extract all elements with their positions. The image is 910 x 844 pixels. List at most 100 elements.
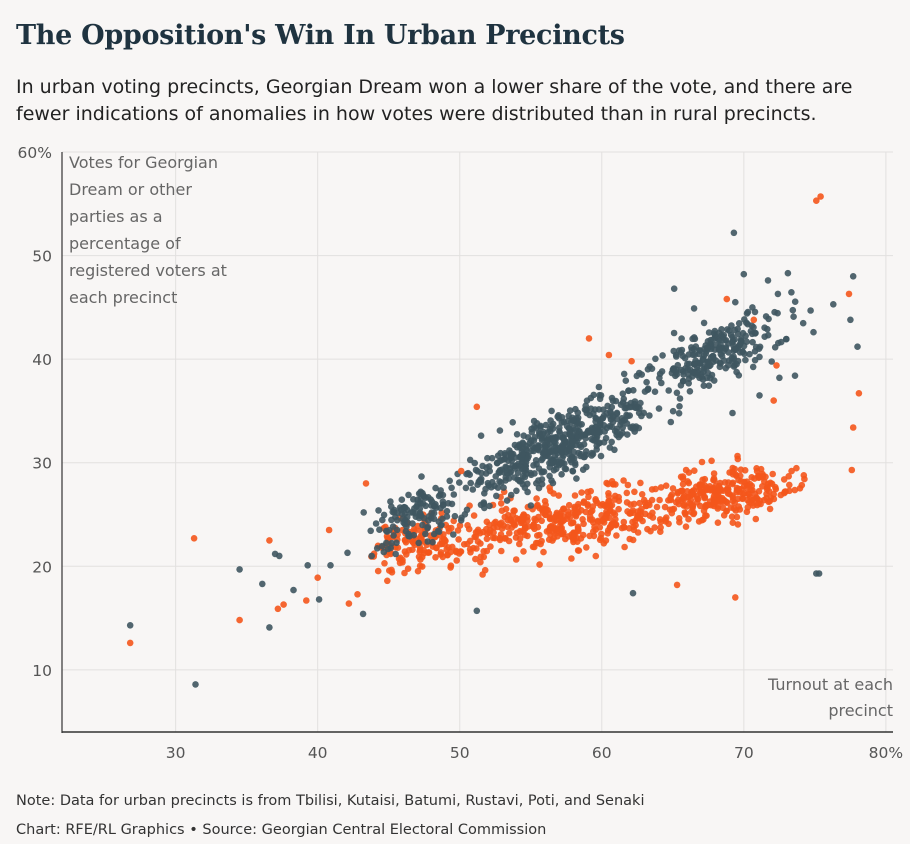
data-point-georgian-dream [700, 382, 708, 390]
data-point-georgian-dream [652, 355, 659, 363]
data-point-other-parties [541, 497, 549, 505]
data-point-georgian-dream [548, 407, 555, 415]
data-point-georgian-dream [488, 454, 496, 462]
data-point-georgian-dream [575, 434, 583, 442]
data-point-georgian-dream [627, 424, 634, 431]
data-point-other-parties [578, 489, 585, 496]
data-point-georgian-dream [425, 517, 432, 524]
data-point-georgian-dream [582, 435, 589, 442]
data-point-georgian-dream [422, 494, 429, 502]
data-point-georgian-dream [572, 461, 579, 469]
data-point-other-parties [661, 503, 669, 511]
data-point-other-parties [587, 487, 594, 495]
data-point-georgian-dream [622, 404, 630, 412]
data-point-georgian-dream [513, 431, 521, 438]
data-point-other-parties [362, 480, 370, 487]
data-point-other-parties [741, 478, 748, 486]
data-point-georgian-dream [473, 607, 481, 615]
data-point-georgian-dream [514, 476, 521, 483]
data-point-georgian-dream [573, 475, 580, 482]
data-point-georgian-dream [562, 431, 569, 438]
data-point-georgian-dream [810, 328, 817, 336]
data-point-georgian-dream [413, 503, 420, 510]
data-point-other-parties [700, 488, 707, 496]
x-tick-label: 80% [869, 744, 903, 762]
data-point-other-parties [582, 508, 590, 516]
data-point-georgian-dream [693, 364, 701, 371]
data-point-georgian-dream [608, 438, 615, 446]
data-point-other-parties [502, 505, 510, 513]
data-point-georgian-dream [670, 329, 678, 337]
data-point-other-parties [416, 546, 424, 554]
data-point-georgian-dream [424, 538, 432, 545]
data-point-georgian-dream [456, 479, 463, 486]
y-axis-title: each precinct [69, 288, 177, 307]
data-point-other-parties [381, 560, 388, 567]
data-point-other-parties [676, 518, 683, 526]
data-point-georgian-dream [422, 530, 429, 538]
data-point-other-parties [569, 519, 576, 527]
data-point-other-parties [603, 514, 610, 522]
data-point-other-parties [190, 535, 198, 542]
data-point-other-parties [682, 466, 690, 474]
data-point-other-parties [491, 534, 499, 542]
data-point-georgian-dream [437, 487, 445, 494]
data-point-other-parties [732, 594, 739, 601]
data-point-georgian-dream [651, 388, 659, 396]
data-point-other-parties [849, 424, 857, 431]
data-point-georgian-dream [749, 304, 756, 311]
data-point-other-parties [384, 577, 391, 585]
data-point-other-parties [748, 499, 755, 507]
data-point-georgian-dream [669, 407, 677, 415]
data-point-georgian-dream [236, 566, 243, 573]
data-point-georgian-dream [746, 350, 753, 358]
data-point-georgian-dream [559, 443, 566, 450]
data-point-georgian-dream [727, 331, 735, 339]
data-point-georgian-dream [789, 306, 797, 314]
data-point-georgian-dream [799, 319, 807, 327]
data-point-other-parties [663, 514, 670, 521]
data-point-other-parties [630, 523, 637, 530]
data-point-georgian-dream [771, 308, 778, 316]
data-point-other-parties [540, 548, 547, 556]
data-point-other-parties [653, 503, 661, 511]
data-point-other-parties [793, 464, 800, 472]
data-point-other-parties [571, 492, 579, 499]
data-point-georgian-dream [673, 389, 681, 397]
data-point-georgian-dream [457, 517, 465, 524]
data-point-georgian-dream [655, 405, 663, 412]
data-point-other-parties [579, 516, 586, 523]
data-point-georgian-dream [394, 516, 401, 524]
data-point-georgian-dream [680, 377, 687, 385]
grid [62, 151, 893, 732]
data-point-other-parties [536, 561, 543, 568]
data-point-georgian-dream [733, 360, 740, 368]
data-point-georgian-dream [728, 322, 735, 329]
data-point-georgian-dream [807, 307, 814, 314]
data-point-georgian-dream [615, 433, 622, 441]
data-point-other-parties [534, 501, 541, 509]
data-point-other-parties [630, 500, 638, 508]
data-point-georgian-dream [562, 437, 569, 445]
data-point-other-parties [589, 503, 597, 510]
data-point-georgian-dream [482, 485, 489, 493]
data-point-other-parties [496, 534, 504, 542]
data-point-georgian-dream [582, 448, 590, 455]
data-point-other-parties [848, 466, 856, 474]
data-point-georgian-dream [665, 387, 672, 394]
data-point-other-parties [631, 488, 638, 496]
data-point-georgian-dream [730, 229, 738, 237]
data-point-other-parties [682, 511, 689, 518]
data-point-other-parties [680, 502, 687, 509]
data-point-georgian-dream [704, 338, 712, 345]
data-point-other-parties [508, 524, 515, 531]
data-point-georgian-dream [547, 455, 555, 463]
data-point-other-parties [649, 509, 656, 517]
data-point-georgian-dream [618, 415, 626, 422]
data-point-other-parties [615, 505, 622, 513]
data-point-georgian-dream [379, 516, 386, 524]
data-point-other-parties [520, 511, 527, 518]
data-point-other-parties [568, 531, 576, 538]
data-point-georgian-dream [556, 429, 564, 437]
data-point-georgian-dream [764, 277, 772, 284]
